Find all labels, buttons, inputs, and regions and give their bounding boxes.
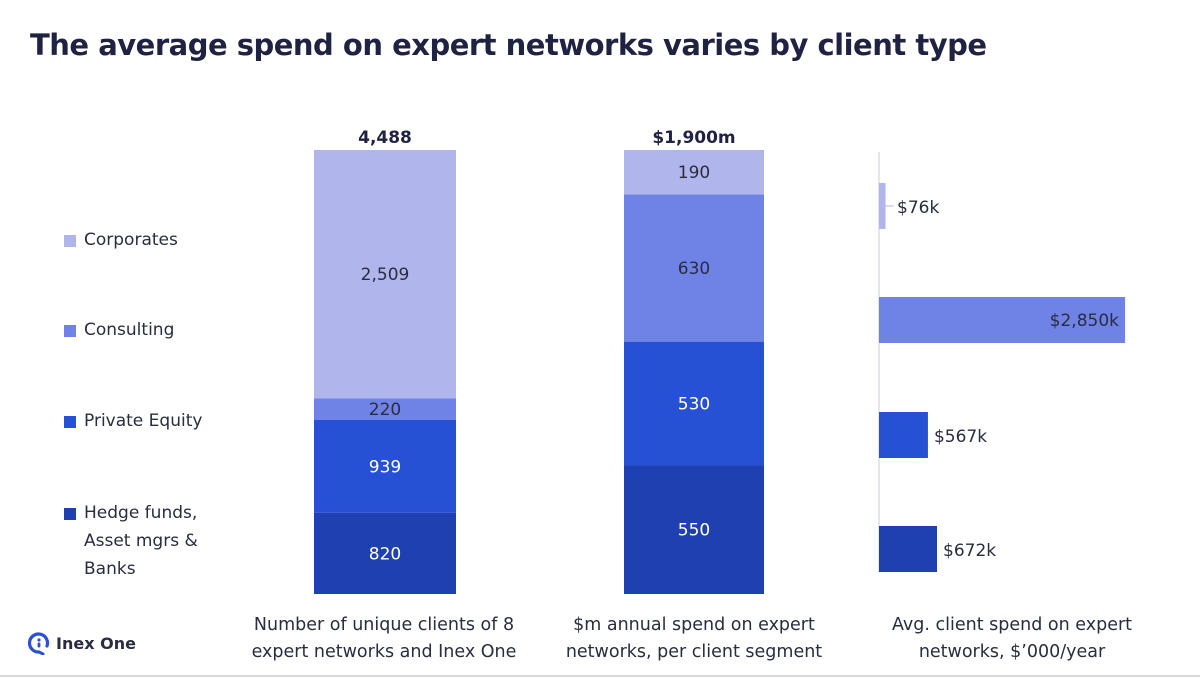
legend-item-consulting: Consulting [64, 316, 174, 344]
data-label: 939 [369, 457, 401, 477]
bar-segment-hedge-funds-asset-mgrs-banks [314, 512, 456, 594]
data-label: 530 [678, 395, 710, 415]
data-label: $2,850k [1050, 311, 1119, 331]
caption-spend: $m annual spend on expert networks, per … [544, 612, 844, 666]
total-label: 4,488 [358, 128, 412, 148]
caption-line: $m annual spend on expert [573, 615, 815, 635]
caption-line: expert networks and Inex One [251, 642, 517, 662]
legend-label: Hedge funds, Asset mgrs & Banks [84, 499, 198, 583]
data-label: $76k [897, 198, 939, 218]
data-label: 550 [678, 521, 710, 541]
legend-label: Private Equity [84, 411, 203, 431]
caption-line: networks, $’000/year [918, 642, 1106, 662]
bar-segment-private-equity [624, 341, 764, 466]
hbar-hedge-funds-asset-mgrs-banks [879, 526, 938, 572]
chart-title: The average spend on expert networks var… [30, 28, 987, 62]
legend-item-hedge-funds: Hedge funds, Asset mgrs & Banks [64, 499, 198, 583]
legend-swatch [64, 235, 76, 247]
bar-segment-consulting [314, 398, 456, 420]
legend-swatch [64, 325, 76, 337]
caption-avg-spend: Avg. client spend on expert networks, $’… [862, 612, 1162, 666]
caption-line: Avg. client spend on expert [891, 615, 1133, 635]
caption-clients: Number of unique clients of 8 expert net… [234, 612, 534, 666]
legend-item-private-equity: Private Equity [64, 407, 202, 435]
caption-line: networks, per client segment [565, 642, 823, 662]
data-label: 820 [369, 544, 401, 564]
legend-label-line: Asset mgrs & [84, 531, 198, 551]
legend-item-corporates: Corporates [64, 226, 178, 254]
hbar-private-equity [879, 412, 928, 458]
bottom-divider [0, 675, 1200, 677]
legend-label: Consulting [84, 320, 175, 340]
legend-swatch [64, 416, 76, 428]
data-label: 630 [678, 259, 710, 279]
bar-segment-consulting [624, 194, 764, 342]
data-label: 2,509 [361, 265, 410, 285]
hbar-consulting [879, 297, 1125, 343]
hbar-corporates [879, 183, 886, 229]
total-label: $1,900m [652, 128, 735, 148]
bar-segment-corporates [314, 150, 456, 399]
bar-segment-hedge-funds-asset-mgrs-banks [624, 465, 764, 594]
bar-segment-corporates [624, 150, 764, 195]
bar-segment-private-equity [314, 419, 456, 513]
data-label: $672k [943, 541, 996, 561]
inex-one-logo-icon [28, 632, 50, 655]
caption-line: Number of unique clients of 8 [253, 615, 515, 635]
inex-one-logo: Inex One [28, 631, 136, 655]
legend-label-line: Hedge funds, [84, 503, 198, 523]
legend-swatch [64, 508, 76, 520]
data-label: 220 [369, 400, 401, 420]
legend-label: Corporates [84, 230, 178, 250]
data-label: $567k [934, 427, 987, 447]
logo-text: Inex One [56, 633, 136, 653]
data-label: 190 [678, 163, 710, 183]
legend-label-line: Banks [84, 559, 136, 579]
